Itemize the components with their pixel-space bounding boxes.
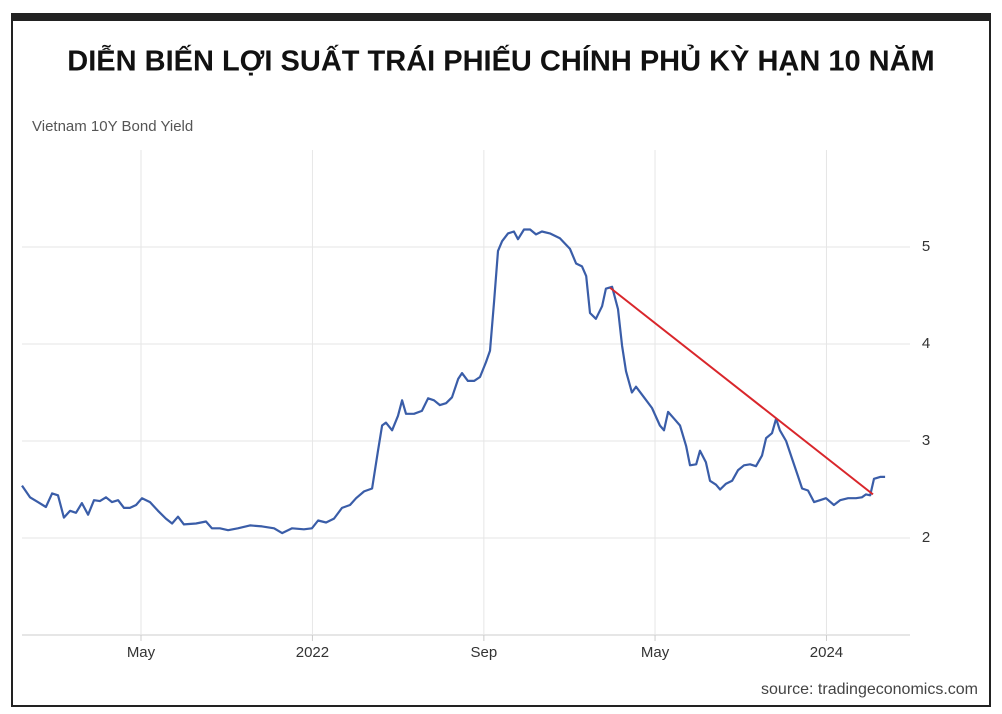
x-tick-label: 2024 (810, 644, 843, 661)
chart-subtitle: Vietnam 10Y Bond Yield (32, 118, 193, 135)
series-line (21, 228, 886, 535)
y-tick-label: 3 (922, 432, 930, 449)
y-tick-label: 2 (922, 529, 930, 546)
source: source: tradingeconomics.com (761, 681, 978, 698)
chart-title: DIỄN BIẾN LỢI SUẤT TRÁI PHIẾU CHÍNH PHỦ … (67, 44, 934, 78)
y-tick-label: 4 (922, 335, 930, 352)
x-tick-label: 2022 (296, 644, 329, 661)
x-tick-label: May (641, 644, 670, 661)
y-tick-label: 5 (922, 238, 930, 255)
trend-line (609, 286, 874, 496)
top-bar (12, 14, 990, 21)
x-tick-label: Sep (471, 644, 498, 661)
x-tick-label: May (127, 644, 156, 661)
